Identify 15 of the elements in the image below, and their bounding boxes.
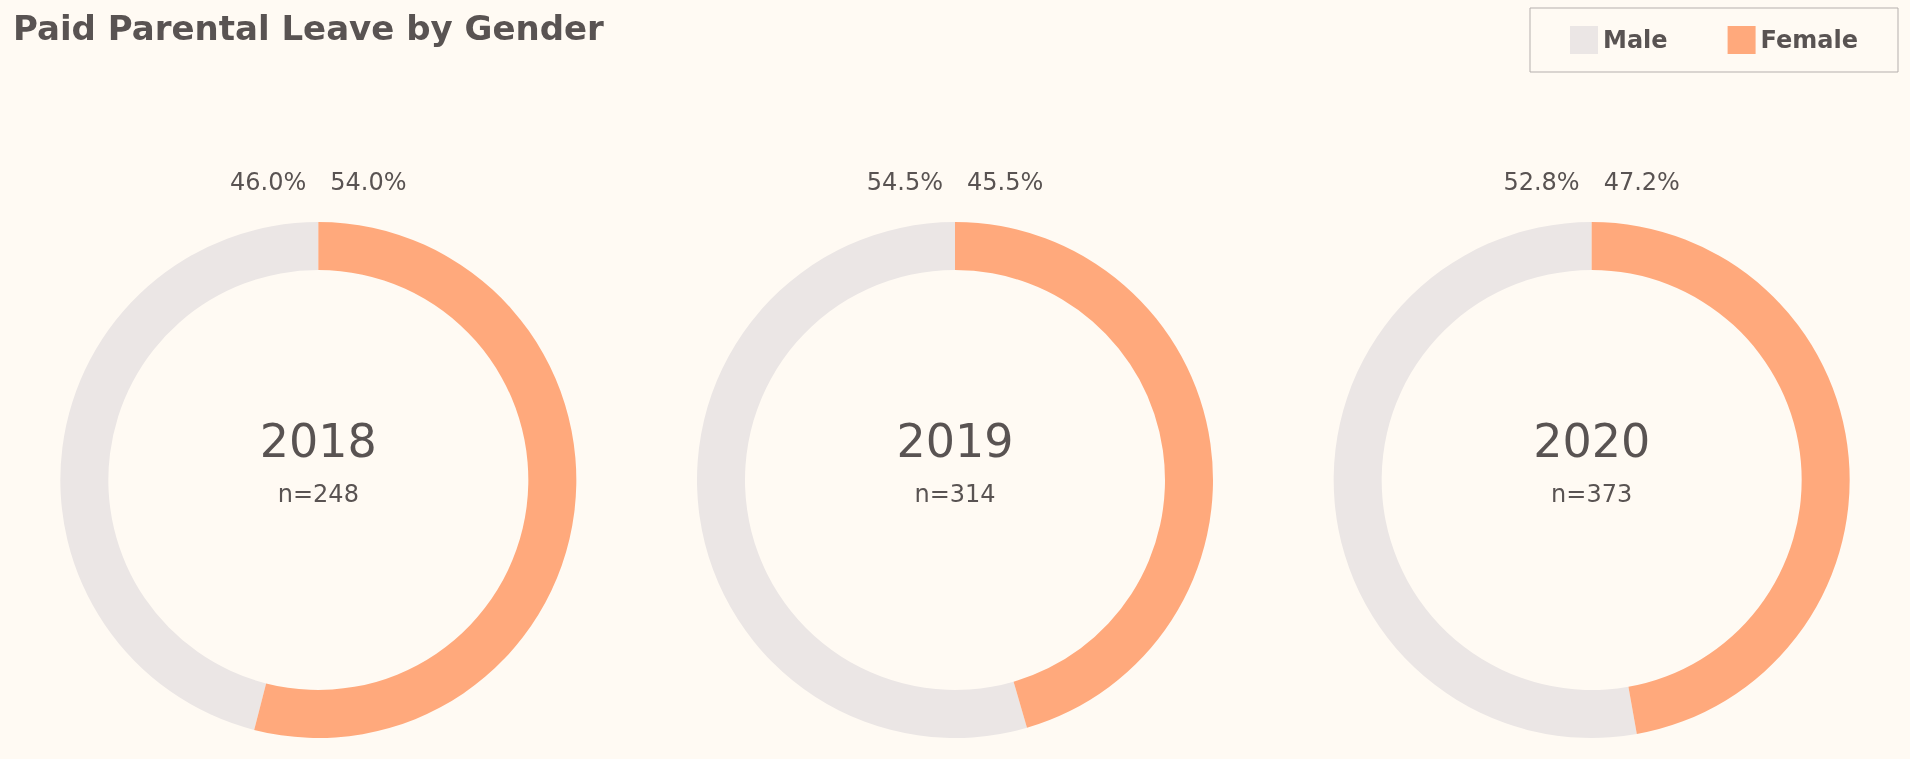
data-label: 45.5% bbox=[967, 168, 1044, 196]
chart-title: Paid Parental Leave by Gender bbox=[13, 8, 605, 48]
legend-label: Male bbox=[1603, 26, 1668, 54]
text: n=248 bbox=[277, 480, 359, 508]
slice-label: 2020 bbox=[1533, 414, 1651, 468]
text: n=373 bbox=[1551, 480, 1633, 508]
slice-label: 2018 bbox=[259, 414, 377, 468]
data-label: 47.2% bbox=[1603, 168, 1680, 196]
data-label: 54.0% bbox=[330, 168, 407, 196]
data-label: 54.5% bbox=[866, 168, 943, 196]
data-label: 46.0% bbox=[230, 168, 307, 196]
text: n=314 bbox=[914, 480, 996, 508]
slice-label: 2019 bbox=[896, 414, 1014, 468]
legend-label: Female bbox=[1760, 26, 1858, 54]
data-label: 52.8% bbox=[1503, 168, 1580, 196]
